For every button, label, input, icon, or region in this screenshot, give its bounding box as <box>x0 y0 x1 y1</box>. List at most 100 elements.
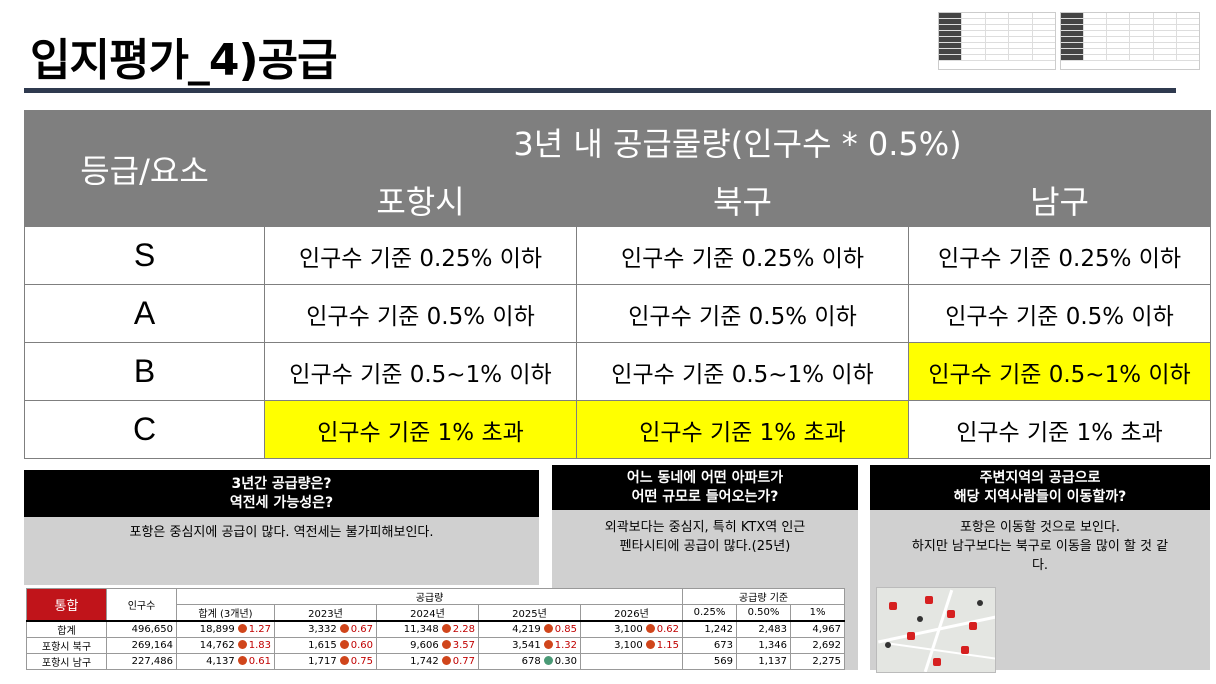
grade-row-c: C 인구수 기준 1% 초과 인구수 기준 1% 초과 인구수 기준 1% 초과 <box>24 400 1212 459</box>
grade-cell: 인구수 기준 0.5% 이하 <box>907 284 1212 343</box>
column-header-criteria: 공급량 기준 <box>681 588 846 605</box>
map-pin-icon <box>969 622 977 630</box>
criteria-value: 569 <box>682 653 737 670</box>
red-status-dot-icon <box>645 624 655 633</box>
map-marker-icon <box>885 642 891 648</box>
year-supply: 3,332 0.67 <box>274 620 377 638</box>
red-status-dot-icon <box>339 656 349 665</box>
grade-cell: 인구수 기준 0.25% 이하 <box>576 226 909 285</box>
table-row: 포항시 북구 269,164 14,762 1.83 1,615 0.60 9,60… <box>26 637 846 654</box>
population-value: 496,650 <box>106 620 177 638</box>
year-supply: 678 0.30 <box>478 653 581 670</box>
criteria-value: 673 <box>682 637 737 654</box>
population-value: 269,164 <box>106 637 177 654</box>
grade-cell: 인구수 기준 0.5% 이하 <box>264 284 577 343</box>
total-supply: 4,137 0.61 <box>176 653 275 670</box>
table-row: 합계 496,650 18,899 1.27 3,332 0.67 11,348 2.… <box>26 620 846 638</box>
grade-row-a: A 인구수 기준 0.5% 이하 인구수 기준 0.5% 이하 인구수 기준 0… <box>24 284 1212 343</box>
panel-heading-line: 해당 지역사람들이 이동할까? <box>953 489 1127 505</box>
red-status-dot-icon <box>237 640 247 649</box>
grade-cell: 인구수 기준 1% 초과 <box>907 400 1212 459</box>
table-row: 포항시 남구 227,486 4,137 0.61 1,717 0.75 1,742… <box>26 653 846 670</box>
panel-heading-line: 역전세 가능성은? <box>229 495 334 511</box>
column-header-pohang: 포항시 <box>264 172 577 227</box>
map-pin-icon <box>961 646 969 654</box>
criteria-value: 1,346 <box>736 637 791 654</box>
red-status-dot-icon <box>237 656 247 665</box>
panel-body-text: 포항은 중심지에 공급이 많다. 역전세는 불가피해보인다. <box>129 525 434 540</box>
grade-row-s: S 인구수 기준 0.25% 이하 인구수 기준 0.25% 이하 인구수 기준… <box>24 226 1212 285</box>
red-status-dot-icon <box>237 624 247 633</box>
grade-table: 등급/요소 3년 내 공급물량(인구수 * 0.5%) 포항시 북구 남구 S … <box>24 110 1212 459</box>
map-pin-icon <box>933 658 941 666</box>
map-marker-icon <box>917 616 923 622</box>
column-header-year: 2023년 <box>274 604 377 622</box>
year-supply: 9,606 3.57 <box>376 637 479 654</box>
grade-corner-header: 등급/요소 <box>24 110 265 227</box>
year-supply: 1,742 0.77 <box>376 653 479 670</box>
column-header-supply: 공급량 <box>176 588 683 605</box>
red-status-dot-icon <box>543 640 553 649</box>
criteria-value: 2,275 <box>789 653 846 670</box>
row-label: 합계 <box>26 620 107 638</box>
map-pin-icon <box>925 596 933 604</box>
panel-body-text: 포항은 이동할 것으로 보인다. <box>959 520 1121 535</box>
red-status-dot-icon <box>441 656 451 665</box>
supply-criteria-header: 3년 내 공급물량(인구수 * 0.5%) <box>263 110 1212 173</box>
population-value: 227,486 <box>106 653 177 670</box>
total-supply: 14,762 1.83 <box>176 637 275 654</box>
row-label: 포항시 북구 <box>26 637 107 654</box>
grade-label: S <box>24 226 265 285</box>
year-supply: 4,219 0.85 <box>478 620 581 638</box>
red-status-dot-icon <box>339 624 349 633</box>
criteria-value: 2,483 <box>736 620 791 638</box>
column-header-criteria-050: 0.50% <box>736 604 791 622</box>
green-status-dot-icon <box>543 656 553 665</box>
column-header-criteria-025: 0.25% <box>682 604 737 622</box>
total-supply: 18,899 1.27 <box>176 620 275 638</box>
panel-body: 포항은 중심지에 공급이 많다. 역전세는 불가피해보인다. <box>24 517 539 585</box>
panel-body-text: 펜타시티에 공급이 많다.(25년) <box>619 539 791 554</box>
year-supply-empty <box>580 653 683 670</box>
grade-cell: 인구수 기준 0.25% 이하 <box>907 226 1212 285</box>
panel-heading-line: 주변지역의 공급으로 <box>979 470 1101 486</box>
red-status-dot-icon <box>339 640 349 649</box>
migration-panel: 주변지역의 공급으로 해당 지역사람들이 이동할까? 포항은 이동할 것으로 보… <box>870 465 1210 670</box>
grade-row-b: B 인구수 기준 0.5~1% 이하 인구수 기준 0.5~1% 이하 인구수 … <box>24 342 1212 401</box>
grade-cell-highlighted: 인구수 기준 1% 초과 <box>576 400 909 459</box>
year-supply: 1,615 0.60 <box>274 637 377 654</box>
row-label: 포항시 남구 <box>26 653 107 670</box>
title-divider <box>24 88 1176 93</box>
year-supply: 3,100 0.62 <box>580 620 683 638</box>
grade-cell: 인구수 기준 0.25% 이하 <box>264 226 577 285</box>
panel-heading: 3년간 공급량은? 역전세 가능성은? <box>24 470 539 517</box>
panel-heading: 어느 동네에 어떤 아파트가 어떤 규모로 들어오는가? <box>552 465 858 510</box>
criteria-value: 1,242 <box>682 620 737 638</box>
map-pin-icon <box>907 632 915 640</box>
column-header-nam-gu: 남구 <box>907 172 1212 227</box>
column-header-criteria-1: 1% <box>789 604 846 622</box>
supply-volume-panel: 3년간 공급량은? 역전세 가능성은? 포항은 중심지에 공급이 많다. 역전세… <box>24 470 539 585</box>
red-status-dot-icon <box>441 640 451 649</box>
supply-data-table: 통합 인구수 공급량 공급량 기준 합계 (3개년) 2023년 2024년 2… <box>26 588 846 670</box>
grade-cell: 인구수 기준 0.5~1% 이하 <box>264 342 577 401</box>
grade-cell: 인구수 기준 0.5% 이하 <box>576 284 909 343</box>
criteria-value: 4,967 <box>789 620 846 638</box>
grade-label: B <box>24 342 265 401</box>
panel-body-text: 다. <box>1031 558 1049 573</box>
year-supply: 3,541 1.32 <box>478 637 581 654</box>
year-supply: 1,717 0.75 <box>274 653 377 670</box>
map-pin-icon <box>947 610 955 618</box>
year-supply: 11,348 2.28 <box>376 620 479 638</box>
page-title: 입지평가_4)공급 <box>30 35 338 86</box>
panel-heading-line: 3년간 공급량은? <box>231 476 332 492</box>
panel-heading-line: 어느 동네에 어떤 아파트가 <box>626 470 784 486</box>
panel-heading: 주변지역의 공급으로 해당 지역사람들이 이동할까? <box>870 465 1210 510</box>
map-marker-icon <box>977 600 983 606</box>
column-header-year: 2024년 <box>376 604 479 622</box>
red-status-dot-icon <box>645 640 655 649</box>
table-tag: 통합 <box>26 588 107 622</box>
map-pin-icon <box>889 602 897 610</box>
column-header-total: 합계 (3개년) <box>176 604 275 622</box>
column-header-year: 2025년 <box>478 604 581 622</box>
